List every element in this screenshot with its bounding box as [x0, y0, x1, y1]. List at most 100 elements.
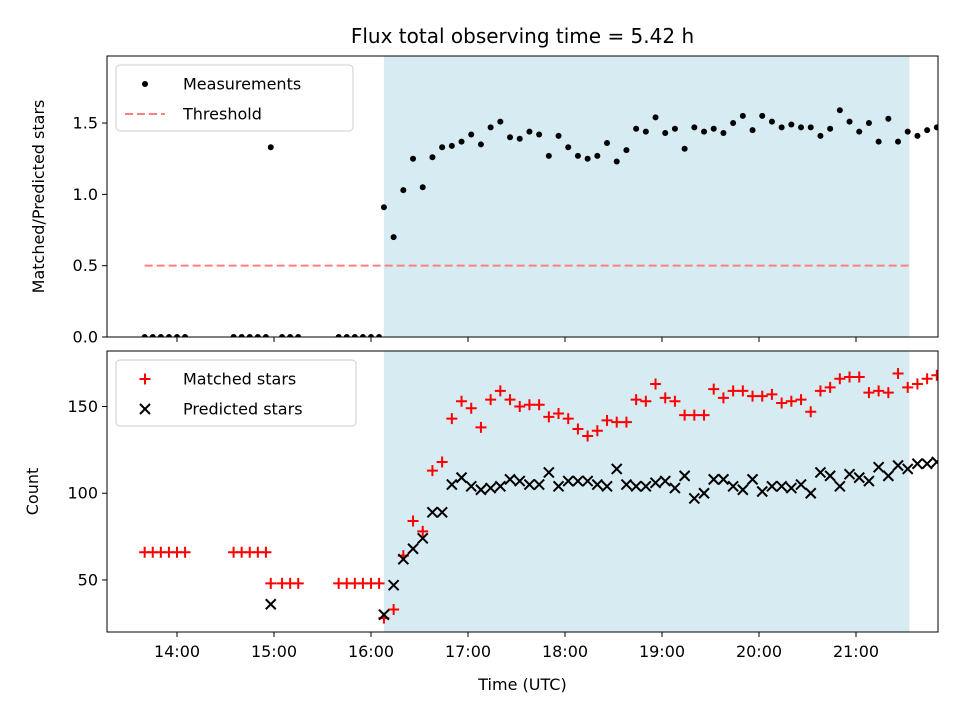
legend-label: Matched stars — [183, 370, 296, 389]
measurement-point — [662, 130, 669, 137]
measurement-point — [633, 125, 640, 132]
matched-star-point — [863, 387, 875, 399]
measurement-point — [380, 204, 387, 211]
matched-star-point — [892, 368, 904, 380]
matched-star-point — [562, 413, 574, 425]
measurement-point — [798, 124, 805, 131]
matched-star-point — [650, 378, 662, 390]
matched-star-point — [776, 397, 788, 409]
measurement-point — [246, 334, 253, 337]
matched-star-point — [882, 387, 894, 399]
measurement-point — [497, 118, 504, 125]
axes-frame — [106, 55, 939, 338]
measurement-point — [846, 118, 853, 125]
measurement-point — [904, 128, 911, 135]
predicted-star-point — [756, 485, 768, 498]
measurement-point — [584, 155, 591, 162]
measurement-point — [545, 152, 552, 159]
y-tick-label: 1.5 — [73, 114, 98, 133]
measurement-point — [359, 334, 366, 337]
legend-matched-swatch — [139, 373, 151, 385]
matched-star-point — [727, 385, 739, 397]
x-axis-label: Time (UTC) — [477, 675, 566, 694]
legend: Matched stars Predicted stars — [115, 359, 357, 427]
measurement-point — [262, 334, 269, 337]
measurement-point — [526, 128, 533, 135]
matched-star-point — [708, 383, 720, 395]
predicted-star-point — [688, 492, 701, 505]
measurement-point — [565, 144, 572, 151]
matched-star-point — [921, 373, 933, 385]
measurement-point — [836, 107, 843, 114]
predicted-star-point — [775, 480, 788, 493]
measurement-point — [885, 115, 892, 122]
measurement-point — [788, 121, 795, 128]
predicted-star-point — [640, 480, 652, 493]
measurement-point — [419, 184, 426, 191]
matched-star-point — [373, 577, 385, 589]
predicted-star-point — [475, 484, 487, 496]
measurement-point — [368, 334, 374, 337]
predicted-star-point — [455, 471, 468, 484]
top-panel: 0.0 0.5 1.0 1.5 Matched/Predicted stars Flux … — [29, 24, 939, 347]
predicted-star-point — [426, 506, 439, 519]
observing-window-shade — [383, 351, 910, 632]
measurement-point — [458, 138, 465, 145]
matched-star-point — [630, 394, 642, 406]
legend-box — [115, 359, 357, 427]
predicted-star-point — [659, 475, 671, 487]
measurement-point — [182, 334, 189, 337]
predicted-star-point — [611, 463, 623, 475]
predicted-star-point — [872, 461, 885, 473]
matched-star-point — [698, 409, 710, 421]
predicted-star-point — [533, 478, 545, 491]
predicted-star-point — [572, 475, 584, 487]
measurement-point — [516, 135, 523, 142]
matched-star-point — [504, 394, 516, 406]
measurement-point — [254, 334, 261, 337]
matched-star-point — [640, 395, 652, 407]
predicted-star-point — [834, 480, 846, 493]
legend-label: Threshold — [182, 105, 262, 124]
measurement-point — [691, 124, 698, 131]
matched-star-point — [805, 406, 817, 418]
matched-star-point — [436, 456, 448, 468]
predicted-star-point — [387, 579, 400, 591]
predicted-star-point — [921, 458, 933, 470]
measurement-point — [749, 127, 756, 134]
measurement-point — [429, 154, 436, 161]
matched-star-point — [601, 414, 613, 426]
measurement-point — [778, 124, 785, 131]
predicted-star-point — [931, 456, 938, 468]
predicted-star-point — [446, 478, 458, 491]
measurement-point — [295, 334, 302, 337]
matched-star-point — [824, 381, 836, 393]
predicted-star-point — [649, 477, 662, 489]
matched-star-point — [931, 369, 938, 381]
measurement-point — [865, 120, 872, 127]
measurement-point — [681, 145, 688, 152]
measurement-point — [149, 334, 156, 337]
measurement-point — [536, 131, 543, 138]
predicted-star-point — [265, 598, 277, 610]
predicted-star-point — [737, 484, 749, 496]
measurement-point — [768, 118, 775, 125]
matched-star-point — [465, 402, 477, 414]
predicted-star-point — [708, 473, 720, 486]
matched-star-point — [260, 546, 272, 558]
measurement-point — [720, 130, 727, 137]
predicted-star-point — [552, 480, 565, 493]
measurement-point — [895, 138, 902, 145]
matched-star-point — [795, 394, 807, 406]
x-tick-label: 21:00 — [833, 642, 879, 661]
matched-star-point — [572, 423, 584, 435]
matched-star-point — [543, 411, 555, 423]
x-tick-label: 16:00 — [348, 642, 394, 661]
measurement-point — [410, 155, 417, 162]
matched-star-point — [456, 395, 468, 407]
predicted-star-point — [407, 543, 419, 555]
predicted-star-point — [620, 478, 633, 491]
matched-star-point — [582, 430, 594, 442]
matched-star-point — [179, 546, 191, 558]
measurement-point — [652, 114, 659, 121]
